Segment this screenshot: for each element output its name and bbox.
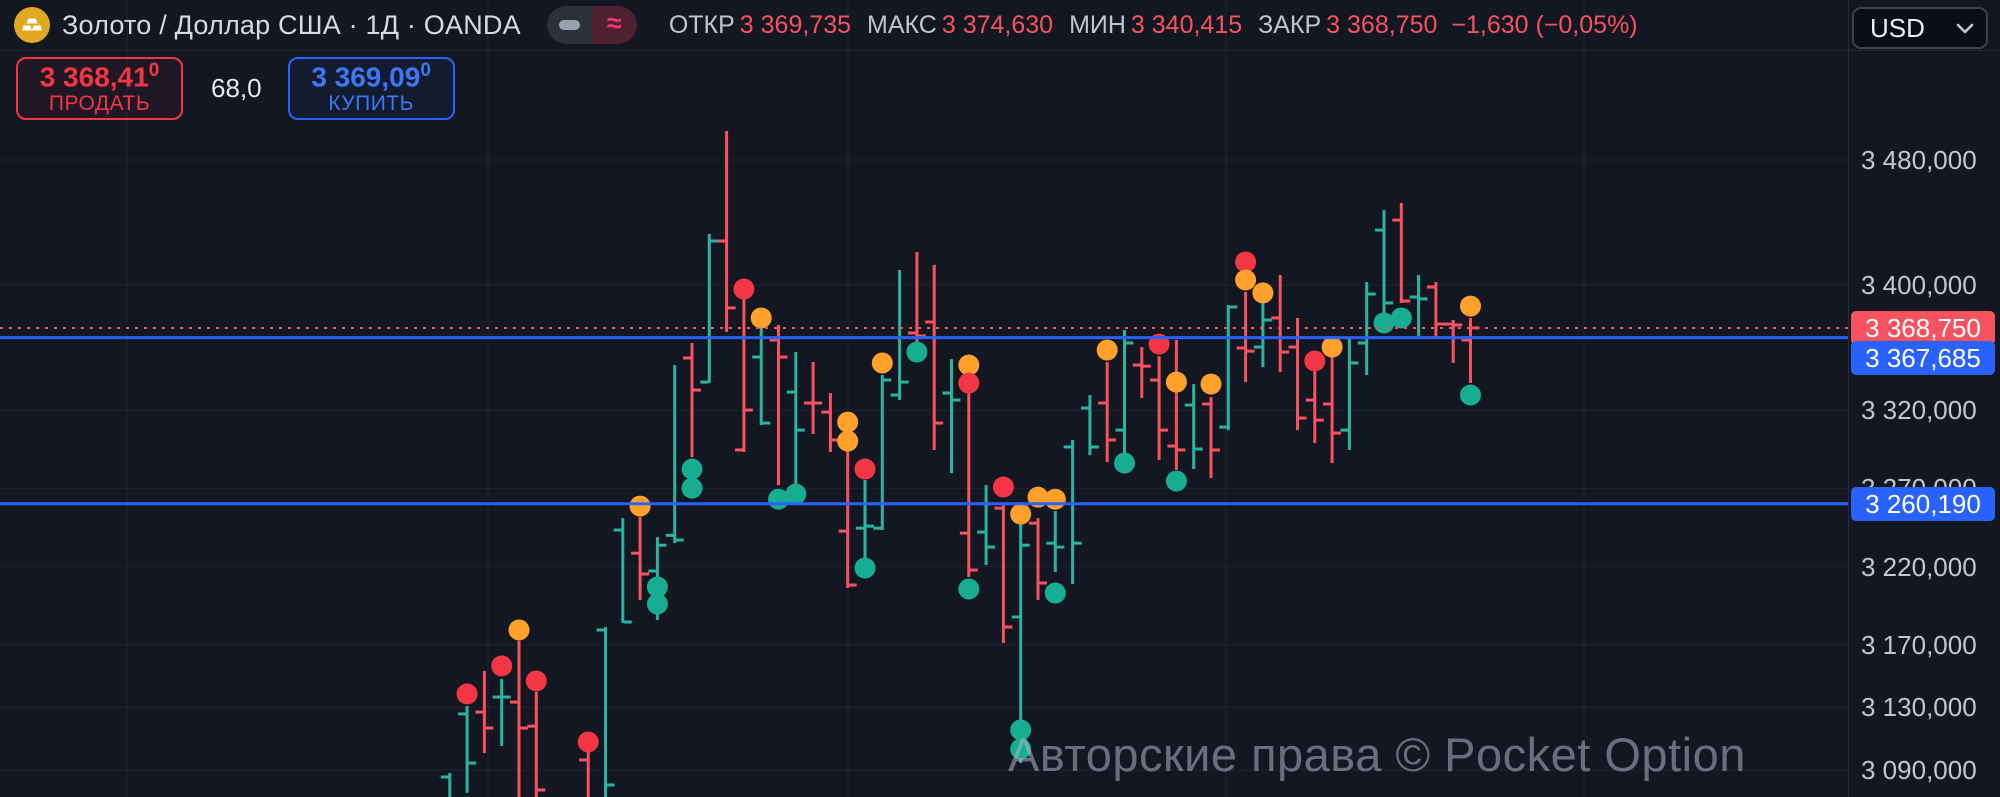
signal-dot <box>958 372 980 394</box>
price-tick-label: 3 480,000 <box>1861 144 1977 175</box>
signal-dot <box>958 354 980 376</box>
spread-value: 68,0 <box>211 73 262 103</box>
signal-dot <box>577 731 599 753</box>
signal-dot <box>1200 373 1222 395</box>
buy-price-sup: 0 <box>420 60 431 82</box>
sell-label: ПРОДАТЬ <box>48 91 151 115</box>
toggle-knob-icon <box>558 20 580 30</box>
bar-style-toggle-segment[interactable] <box>546 6 592 44</box>
signal-dot <box>785 483 807 505</box>
signal-dot <box>508 619 530 641</box>
signal-dot <box>491 655 513 677</box>
buy-label: КУПИТЬ <box>328 91 414 115</box>
signal-dot <box>646 593 668 615</box>
symbol-title[interactable]: Золото / Доллар США · 1Д · OANDA <box>62 9 521 40</box>
signal-dot <box>629 495 651 517</box>
ohlc-readout: ОТКР 3 369,735 МАКС 3 374,630 МИН 3 340,… <box>669 11 1638 40</box>
signal-dot <box>1165 470 1187 492</box>
signal-dot <box>1304 350 1326 372</box>
chevron-down-icon <box>1956 23 1974 33</box>
high-label: МАКС <box>867 10 937 39</box>
currency-value: USD <box>1870 12 1925 43</box>
signal-dot <box>1460 384 1481 406</box>
signal-dot <box>1044 488 1066 510</box>
open-label: ОТКР <box>668 10 735 39</box>
sell-price: 3 368,41 <box>39 61 149 93</box>
signal-dot <box>837 430 859 452</box>
signal-dot <box>681 477 703 499</box>
signal-dot <box>1252 282 1274 304</box>
signal-dot <box>1010 503 1032 525</box>
price-tick-label: 3 400,000 <box>1861 270 1977 301</box>
low-label: МИН <box>1069 10 1126 39</box>
signal-dot <box>1390 307 1412 329</box>
chart-header: Золото / Доллар США · 1Д · OANDA ≈ ОТКР … <box>0 0 2000 51</box>
high-value: 3 374,630 <box>941 10 1054 39</box>
signal-dot <box>1460 295 1481 317</box>
signal-dot <box>733 278 755 300</box>
approx-wave-icon: ≈ <box>606 8 622 38</box>
close-label: ЗАКР <box>1258 10 1322 39</box>
signal-dot <box>646 576 668 598</box>
signal-dot <box>837 411 859 433</box>
copyright-watermark: Авторские права © Pocket Option <box>1008 728 1746 781</box>
signal-dot <box>1235 269 1257 291</box>
buy-button[interactable]: 3 369,090 КУПИТЬ <box>287 57 455 120</box>
signal-dot <box>1114 452 1135 474</box>
open-value: 3 369,735 <box>739 10 851 39</box>
sell-price-sup: 0 <box>148 60 160 82</box>
price-tick-label: 3 170,000 <box>1861 629 1977 660</box>
close-value: 3 368,750 <box>1326 10 1438 39</box>
price-axis-label: 3 367,685 <box>1851 340 1995 375</box>
price-tick-label: 3 130,000 <box>1861 692 1977 723</box>
signal-dot <box>1044 582 1066 604</box>
price-axis-label: 3 260,190 <box>1851 486 1995 521</box>
signal-dot <box>992 476 1014 498</box>
signal-dot <box>750 307 772 329</box>
signal-dot <box>681 458 703 480</box>
signal-dot <box>1096 339 1118 361</box>
currency-dropdown[interactable]: USD <box>1852 7 1988 49</box>
chart-style-toggle[interactable]: ≈ <box>546 6 637 44</box>
sell-button[interactable]: 3 368,410 ПРОДАТЬ <box>16 57 183 120</box>
signal-dot <box>1010 738 1032 760</box>
signal-dot <box>1235 251 1257 273</box>
price-tick-label: 3 220,000 <box>1861 551 1977 582</box>
signal-dot <box>1165 371 1187 393</box>
signal-dot <box>1321 336 1343 358</box>
signal-dot <box>525 670 547 692</box>
buy-price: 3 369,09 <box>311 61 421 93</box>
signal-dot <box>958 578 980 600</box>
price-axis-label: 3 368,750 <box>1851 310 1995 345</box>
low-value: 3 340,415 <box>1130 10 1243 39</box>
signal-dot <box>854 557 876 579</box>
price-tick-label: 3 090,000 <box>1861 754 1977 785</box>
signal-dot <box>854 458 876 480</box>
signal-dot <box>871 352 893 374</box>
gold-symbol-icon <box>14 7 50 43</box>
price-tick-label: 3 320,000 <box>1861 395 1977 426</box>
wave-style-toggle-segment[interactable]: ≈ <box>591 6 637 44</box>
signal-dot <box>906 341 928 363</box>
signal-dot <box>456 683 478 705</box>
change-value: −1,630 (−0,05%) <box>1451 10 1638 39</box>
trade-panel: 3 368,410 ПРОДАТЬ 68,0 3 369,090 КУПИТЬ <box>0 57 455 120</box>
signal-dot <box>1010 719 1032 741</box>
